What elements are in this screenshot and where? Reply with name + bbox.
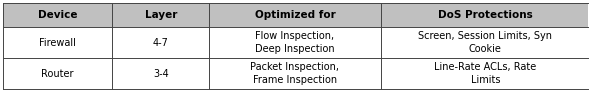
- Text: Router: Router: [41, 69, 74, 79]
- Text: Layer: Layer: [145, 10, 177, 20]
- Text: Flow Inspection,
Deep Inspection: Flow Inspection, Deep Inspection: [255, 31, 335, 54]
- Text: Screen, Session Limits, Syn
Cookie: Screen, Session Limits, Syn Cookie: [418, 31, 552, 54]
- Bar: [3, 27, 588, 58]
- Text: DoS Protections: DoS Protections: [438, 10, 533, 20]
- Text: Firewall: Firewall: [39, 38, 76, 48]
- Text: Device: Device: [38, 10, 77, 20]
- Text: 3-4: 3-4: [153, 69, 169, 79]
- Bar: [3, 3, 588, 27]
- Bar: [3, 58, 588, 89]
- Text: Optimized for: Optimized for: [255, 10, 335, 20]
- Text: Line-Rate ACLs, Rate
Limits: Line-Rate ACLs, Rate Limits: [434, 62, 536, 85]
- Text: Packet Inspection,
Frame Inspection: Packet Inspection, Frame Inspection: [251, 62, 339, 85]
- Text: 4-7: 4-7: [153, 38, 169, 48]
